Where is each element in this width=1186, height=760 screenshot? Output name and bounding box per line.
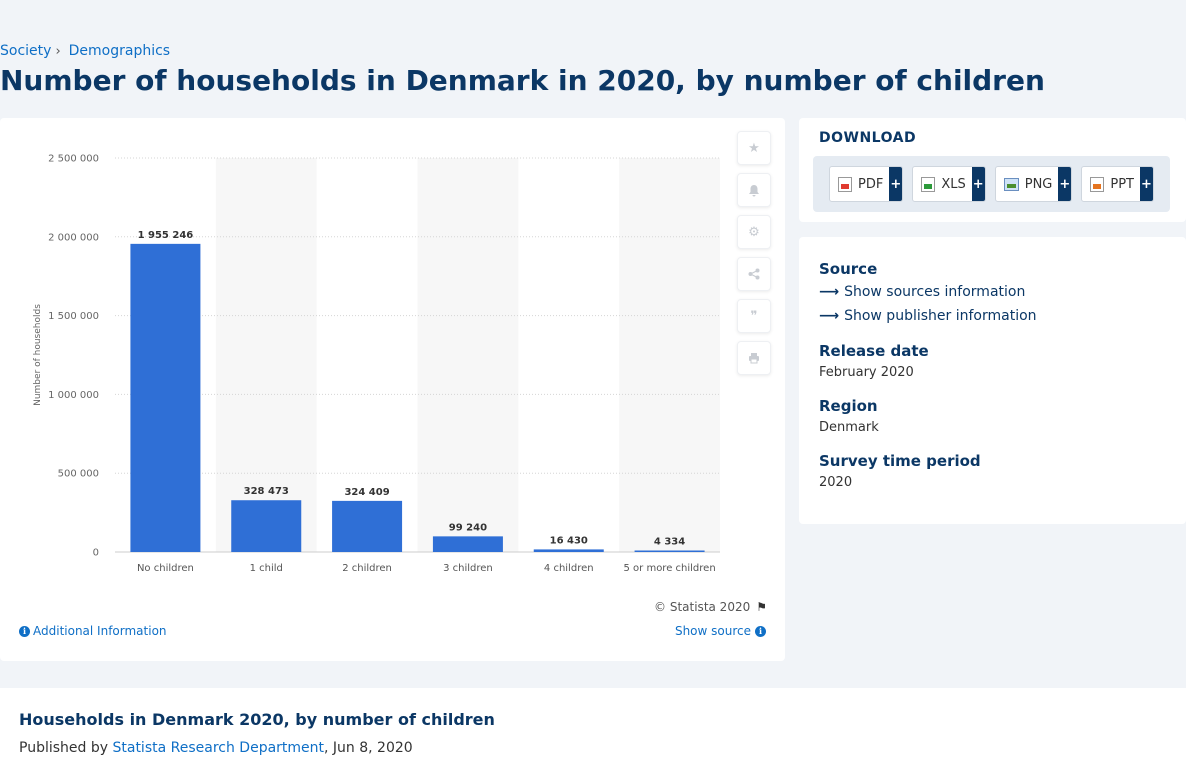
show-source-link[interactable]: Show source i — [675, 624, 766, 638]
x-tick-label: 2 children — [342, 563, 392, 574]
source-panel: Source ⟶ Show sources information ⟶ Show… — [799, 237, 1186, 524]
copyright-notice: © Statista 2020 ⚑ — [654, 600, 767, 614]
chart-card: 0 500 000 1 000 000 1 500 000 2 000 000 2 500… — [0, 118, 785, 661]
bar — [332, 500, 403, 552]
data-label: 4 334 — [654, 537, 685, 548]
bar — [432, 536, 503, 552]
release-date-heading: Release date — [819, 342, 929, 360]
breadcrumb-separator: › — [55, 43, 61, 59]
y-tick-label: 2 000 000 — [48, 232, 99, 243]
download-ppt-label: PPT — [1110, 176, 1134, 192]
published-by-line: Published by Statista Research Departmen… — [19, 740, 413, 756]
download-title: DOWNLOAD — [819, 130, 917, 146]
download-xls-button[interactable]: XLS + — [912, 166, 986, 202]
arrow-right-icon: ⟶ — [819, 308, 840, 324]
release-date-value: February 2020 — [819, 365, 914, 380]
x-tick-label: 3 children — [443, 563, 493, 574]
plus-icon: + — [1140, 167, 1153, 201]
show-source-label: Show source — [674, 624, 751, 638]
column-band — [417, 158, 519, 552]
bar — [533, 549, 604, 552]
download-png-label: PNG — [1024, 176, 1053, 192]
png-file-icon — [1003, 177, 1019, 191]
y-tick-label: 1 500 000 — [48, 311, 99, 322]
info-icon: i — [755, 625, 766, 637]
publisher-link[interactable]: Statista Research Department — [112, 740, 325, 756]
xls-file-icon — [921, 176, 936, 192]
download-xls-label: XLS — [941, 176, 966, 192]
chart-toolbar: ★ ⚙ ❞ — [737, 131, 771, 383]
ppt-file-icon — [1090, 176, 1105, 192]
published-date: , Jun 8, 2020 — [324, 740, 413, 756]
y-tick-label: 0 — [93, 548, 99, 559]
download-panel: DOWNLOAD PDF + XLS + PNG + PPT + — [799, 118, 1186, 222]
data-label: 99 240 — [449, 522, 487, 533]
page-title: Number of households in Denmark in 2020,… — [0, 64, 1045, 97]
column-band — [215, 158, 317, 552]
top-navigation-bar — [0, 0, 1186, 32]
flag-icon[interactable]: ⚑ — [756, 600, 767, 614]
survey-period-value: 2020 — [819, 475, 853, 490]
bar-chart: 0 500 000 1 000 000 1 500 000 2 000 000 2 500… — [33, 154, 720, 574]
print-icon[interactable] — [737, 341, 771, 375]
gear-icon[interactable]: ⚙ — [737, 215, 771, 249]
plus-icon: + — [889, 167, 903, 201]
published-prefix: Published by — [19, 740, 113, 756]
copyright-text: © Statista 2020 — [654, 600, 751, 614]
download-png-button[interactable]: PNG + — [994, 166, 1073, 202]
column-band — [619, 158, 720, 552]
x-tick-label: 5 or more children — [624, 563, 716, 574]
source-heading: Source — [819, 260, 878, 278]
breadcrumb-society[interactable]: Society — [0, 43, 52, 59]
bar — [130, 243, 201, 552]
show-sources-label: Show sources information — [844, 284, 1026, 300]
region-heading: Region — [819, 397, 878, 415]
x-tick-label: No children — [137, 563, 194, 574]
show-sources-link[interactable]: ⟶ Show sources information — [819, 284, 1025, 300]
plus-icon: + — [1058, 167, 1072, 201]
additional-information-label: Additional Information — [33, 624, 167, 638]
bar — [231, 500, 302, 552]
y-axis-label: Number of households — [33, 304, 43, 406]
show-publisher-label: Show publisher information — [844, 308, 1037, 324]
description-title: Households in Denmark 2020, by number of… — [19, 710, 495, 729]
show-publisher-link[interactable]: ⟶ Show publisher information — [819, 308, 1037, 324]
download-buttons-row: PDF + XLS + PNG + PPT + — [813, 156, 1170, 212]
download-pdf-button[interactable]: PDF + — [829, 166, 904, 202]
breadcrumb: Society › Demographics — [0, 43, 170, 59]
y-tick-label: 2 500 000 — [48, 154, 99, 165]
share-icon[interactable] — [737, 257, 771, 291]
x-tick-label: 4 children — [544, 563, 594, 574]
download-pdf-label: PDF — [858, 176, 884, 192]
additional-information-link[interactable]: i Additional Information — [19, 624, 167, 638]
bar — [634, 550, 705, 552]
info-icon: i — [19, 625, 30, 637]
data-label: 328 473 — [244, 486, 289, 497]
arrow-right-icon: ⟶ — [819, 284, 840, 300]
region-value: Denmark — [819, 420, 879, 435]
pdf-file-icon — [838, 176, 852, 192]
plus-icon: + — [971, 167, 985, 201]
data-label: 1 955 246 — [138, 230, 194, 241]
description-card: Households in Denmark 2020, by number of… — [0, 688, 1186, 760]
star-icon[interactable]: ★ — [737, 131, 771, 165]
survey-period-heading: Survey time period — [819, 452, 981, 470]
y-tick-label: 1 000 000 — [48, 390, 99, 401]
quote-icon[interactable]: ❞ — [737, 299, 771, 333]
data-label: 16 430 — [550, 535, 588, 546]
data-label: 324 409 — [344, 487, 389, 498]
breadcrumb-demographics[interactable]: Demographics — [68, 43, 171, 59]
bell-icon[interactable] — [737, 173, 771, 207]
download-ppt-button[interactable]: PPT + — [1081, 166, 1154, 202]
x-tick-label: 1 child — [250, 563, 283, 574]
y-tick-label: 500 000 — [58, 469, 99, 480]
